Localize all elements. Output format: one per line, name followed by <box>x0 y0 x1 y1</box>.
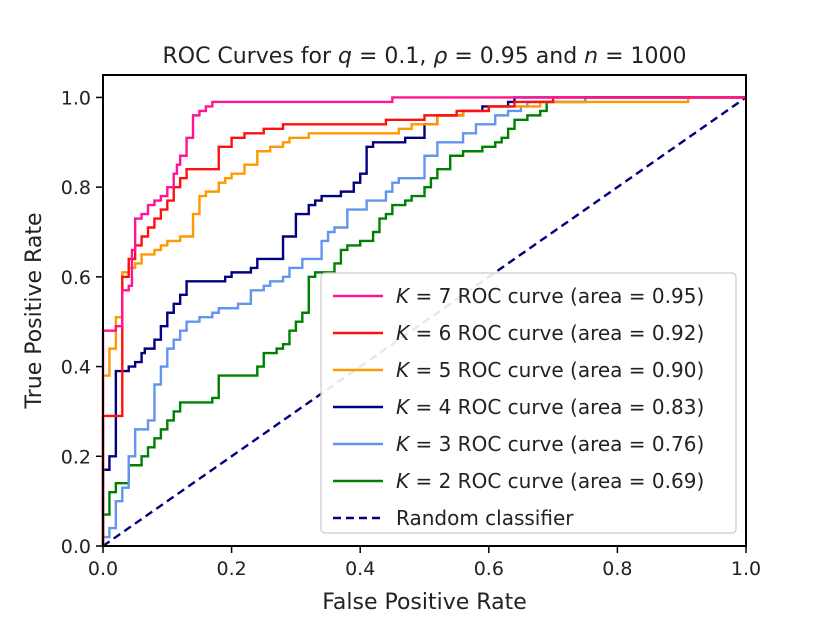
legend-label: K = 3 ROC curve (area = 0.76) <box>396 432 704 456</box>
x-tick-label: 0.6 <box>474 558 504 580</box>
y-axis-label: True Positive Rate <box>22 213 47 410</box>
legend-label: K = 6 ROC curve (area = 0.92) <box>396 321 704 345</box>
chart-title: ROC Curves for q = 0.1, ρ = 0.95 and n =… <box>162 44 686 69</box>
y-tick-label: 0.0 <box>61 536 91 558</box>
roc-chart: ROC Curves for q = 0.1, ρ = 0.95 and n =… <box>0 0 830 623</box>
legend-label: K = 7 ROC curve (area = 0.95) <box>396 284 704 308</box>
legend-label: K = 4 ROC curve (area = 0.83) <box>396 395 704 419</box>
y-tick-label: 0.6 <box>61 267 91 289</box>
legend-label: K = 5 ROC curve (area = 0.90) <box>396 358 704 382</box>
y-tick-label: 1.0 <box>61 87 91 109</box>
y-tick-label: 0.2 <box>61 446 91 468</box>
legend-label: K = 2 ROC curve (area = 0.69) <box>396 469 704 493</box>
legend: K = 7 ROC curve (area = 0.95) K = 6 ROC c… <box>321 273 736 533</box>
y-tick-label: 0.8 <box>61 177 91 199</box>
x-axis-label: False Positive Rate <box>322 590 526 615</box>
x-tick-label: 0.2 <box>216 558 246 580</box>
x-tick-label: 0.4 <box>345 558 375 580</box>
x-tick-label: 1.0 <box>731 558 761 580</box>
x-tick-label: 0.8 <box>602 558 632 580</box>
legend-label: Random classifier <box>396 506 574 530</box>
y-tick-label: 0.4 <box>61 357 91 379</box>
x-tick-label: 0.0 <box>88 558 118 580</box>
